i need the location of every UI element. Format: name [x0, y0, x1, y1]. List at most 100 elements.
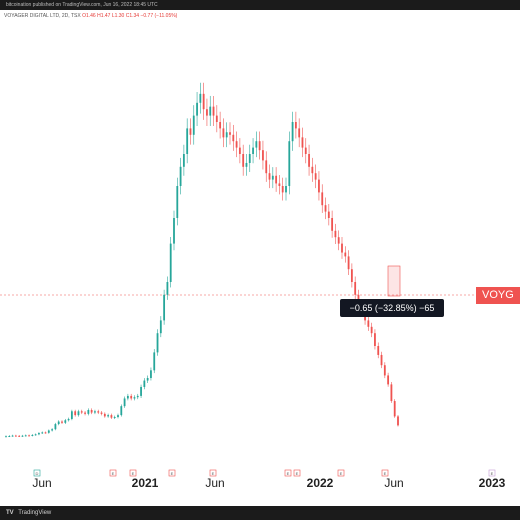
- candle[interactable]: [44, 432, 47, 434]
- candle[interactable]: [387, 375, 390, 385]
- candle[interactable]: [294, 122, 297, 129]
- candle[interactable]: [252, 147, 254, 154]
- candle[interactable]: [8, 435, 11, 437]
- candle[interactable]: [90, 410, 93, 413]
- candle[interactable]: [380, 354, 383, 366]
- candle[interactable]: [107, 415, 110, 417]
- candle[interactable]: [354, 282, 357, 295]
- candle[interactable]: [97, 411, 100, 413]
- candle[interactable]: [192, 115, 195, 135]
- candle[interactable]: [117, 415, 119, 418]
- candle[interactable]: [146, 378, 149, 381]
- candle[interactable]: [123, 398, 126, 407]
- candle[interactable]: [278, 183, 281, 186]
- event-marker-icon[interactable]: [129, 469, 137, 477]
- candle[interactable]: [291, 122, 294, 142]
- candle[interactable]: [314, 173, 317, 180]
- candle[interactable]: [311, 166, 314, 174]
- event-marker-icon[interactable]: [293, 469, 301, 477]
- candle[interactable]: [285, 186, 287, 193]
- candle[interactable]: [140, 386, 142, 396]
- candle[interactable]: [41, 432, 44, 434]
- candle[interactable]: [47, 430, 50, 433]
- candle[interactable]: [341, 243, 343, 253]
- price-chart[interactable]: VOYAGER DIGITAL LTD, 2D, TSX O1.46 H1.47…: [0, 10, 520, 506]
- candle[interactable]: [248, 154, 251, 163]
- candle[interactable]: [301, 137, 304, 148]
- candle[interactable]: [179, 166, 182, 186]
- candle[interactable]: [304, 147, 307, 154]
- candle[interactable]: [143, 380, 146, 387]
- candle[interactable]: [383, 365, 386, 376]
- candle[interactable]: [70, 411, 73, 419]
- candle[interactable]: [238, 147, 241, 154]
- candle[interactable]: [196, 102, 198, 116]
- candle[interactable]: [258, 141, 261, 151]
- candle[interactable]: [374, 333, 376, 346]
- candle[interactable]: [24, 435, 27, 437]
- candle[interactable]: [298, 128, 301, 138]
- candle[interactable]: [331, 218, 334, 231]
- candle[interactable]: [136, 395, 139, 398]
- candle[interactable]: [110, 415, 113, 418]
- candle[interactable]: [327, 211, 330, 218]
- candle[interactable]: [370, 326, 373, 334]
- candle[interactable]: [74, 411, 77, 416]
- candle[interactable]: [156, 333, 159, 353]
- candle[interactable]: [235, 141, 238, 148]
- event-marker-icon[interactable]: [284, 469, 292, 477]
- candle[interactable]: [120, 406, 123, 416]
- event-marker-icon[interactable]: [33, 469, 41, 477]
- candle[interactable]: [150, 370, 152, 378]
- candle[interactable]: [11, 435, 14, 437]
- candle[interactable]: [393, 401, 396, 417]
- candle[interactable]: [133, 397, 136, 399]
- candle[interactable]: [367, 320, 370, 327]
- candle[interactable]: [337, 237, 340, 244]
- candle[interactable]: [103, 413, 106, 417]
- candle[interactable]: [212, 106, 215, 116]
- candle[interactable]: [5, 436, 7, 438]
- candle[interactable]: [242, 154, 245, 167]
- candle[interactable]: [324, 205, 327, 212]
- candle[interactable]: [31, 434, 34, 436]
- candle[interactable]: [113, 417, 116, 419]
- candle[interactable]: [215, 115, 218, 122]
- candle[interactable]: [57, 421, 60, 425]
- candle[interactable]: [159, 320, 162, 334]
- event-marker-icon[interactable]: [381, 469, 389, 477]
- event-marker-icon[interactable]: [337, 469, 345, 477]
- candle[interactable]: [245, 162, 248, 167]
- event-marker-icon[interactable]: [209, 469, 217, 477]
- candle[interactable]: [202, 93, 205, 110]
- candle[interactable]: [377, 346, 380, 355]
- candle[interactable]: [308, 154, 310, 167]
- candle[interactable]: [225, 132, 228, 138]
- candle[interactable]: [344, 252, 347, 257]
- candle[interactable]: [51, 429, 54, 431]
- candle[interactable]: [350, 269, 353, 282]
- candle[interactable]: [166, 282, 169, 295]
- candle[interactable]: [281, 186, 284, 193]
- candle[interactable]: [275, 175, 278, 184]
- candle[interactable]: [80, 411, 83, 413]
- candle[interactable]: [61, 421, 63, 423]
- candle[interactable]: [21, 435, 24, 437]
- candle[interactable]: [390, 384, 393, 402]
- candle[interactable]: [318, 179, 320, 193]
- candle[interactable]: [229, 132, 231, 135]
- candle[interactable]: [219, 122, 222, 129]
- candle[interactable]: [169, 243, 172, 282]
- candle[interactable]: [182, 154, 185, 167]
- candle[interactable]: [153, 352, 156, 371]
- candle[interactable]: [100, 412, 103, 414]
- candle[interactable]: [94, 411, 96, 413]
- candle[interactable]: [18, 435, 21, 437]
- candle[interactable]: [38, 433, 40, 435]
- candle[interactable]: [271, 175, 274, 180]
- candle[interactable]: [209, 106, 212, 116]
- candle[interactable]: [64, 420, 67, 423]
- candle[interactable]: [176, 186, 179, 218]
- candle[interactable]: [54, 424, 57, 430]
